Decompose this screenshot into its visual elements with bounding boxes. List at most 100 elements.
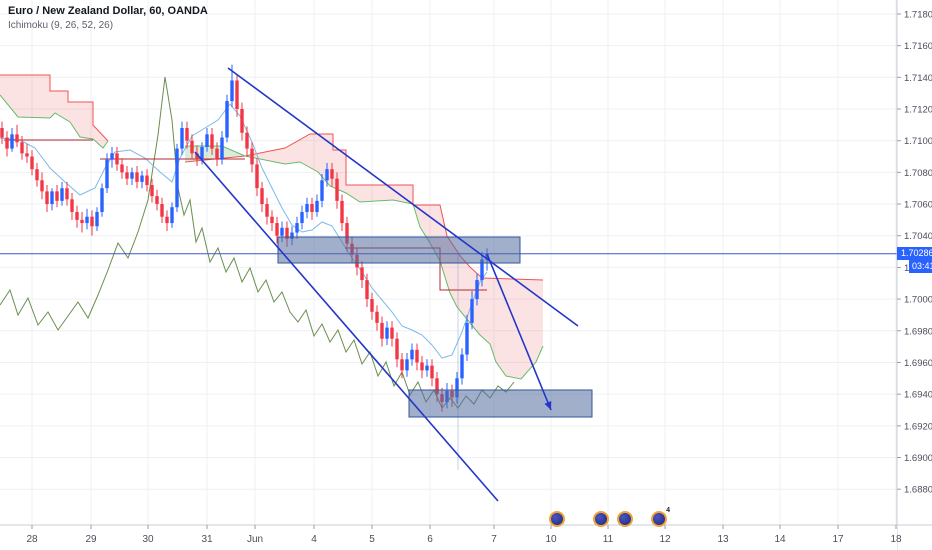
candle-body	[40, 180, 44, 192]
candle-body	[475, 280, 479, 300]
candle-body	[165, 216, 169, 224]
drawing-arrow-line[interactable]	[486, 253, 552, 411]
candle-body	[315, 200, 319, 212]
candle-body	[70, 199, 74, 212]
senkou-a-line	[0, 94, 109, 149]
candle-body	[410, 349, 414, 360]
candle-body	[385, 327, 389, 339]
candle-body	[115, 153, 119, 165]
event-nz-flag-icon[interactable]	[593, 511, 609, 527]
candle-body	[20, 142, 24, 154]
candle-body	[0, 128, 4, 138]
drawing-trendline[interactable]	[227, 67, 579, 327]
candle-body	[465, 322, 469, 355]
ichimoku-cloud-bear	[0, 75, 108, 148]
candle-body	[435, 378, 439, 395]
time-tick-label: 30	[142, 534, 154, 545]
event-nz-flag-icon[interactable]: 4	[651, 507, 670, 527]
drawing-arrow-head	[544, 401, 552, 410]
time-tick-label: 7	[491, 534, 497, 545]
candle-body	[60, 188, 64, 201]
candle-body	[45, 191, 49, 205]
bar-countdown-badge: 03:41	[909, 260, 932, 274]
senkou-b-line	[0, 74, 109, 142]
candle-body	[405, 359, 409, 371]
candle-body	[290, 232, 294, 239]
candle-body	[160, 204, 164, 217]
candle-body	[140, 175, 144, 182]
candle-body	[395, 338, 399, 360]
time-tick-label: 4	[311, 534, 317, 545]
candle-body	[460, 354, 464, 379]
candle-body	[305, 204, 309, 212]
candle-body	[300, 211, 304, 224]
candle-body	[255, 164, 259, 189]
time-tick-label: 5	[369, 534, 375, 545]
candle-body	[360, 267, 364, 281]
candle-body	[215, 148, 219, 160]
candle-body	[195, 153, 199, 160]
candle-body	[5, 137, 9, 149]
candle-body	[220, 137, 224, 160]
candle-body	[345, 223, 349, 244]
candle-body	[120, 164, 124, 173]
candle-body	[170, 207, 174, 224]
candle-body	[285, 227, 289, 239]
candle-body	[25, 153, 29, 157]
candle-body	[275, 223, 279, 236]
time-tick-label: 6	[427, 534, 433, 545]
candle-body	[55, 191, 59, 201]
candle-body	[175, 148, 179, 208]
price-tick-label: 1.71600	[904, 41, 932, 52]
time-axis[interactable]: 28 29 30 31 Jun 4 5 6 7 10 11 12 13 14 17 18	[0, 524, 932, 550]
price-axis-bg[interactable]	[897, 0, 932, 550]
candle-body	[205, 134, 209, 148]
price-tick-label: 1.70600	[904, 200, 932, 211]
candle-body	[270, 216, 274, 224]
candles	[0, 64, 489, 412]
candle-body	[130, 172, 134, 179]
candle-body	[335, 178, 339, 201]
drawing-zone-rect[interactable]	[277, 236, 521, 264]
price-tick-label: 1.71200	[904, 104, 932, 115]
drawing-zone-rect[interactable]	[408, 389, 593, 418]
time-tick-label: 12	[659, 534, 671, 545]
candle-body	[370, 299, 374, 312]
time-tick-label: 13	[717, 534, 729, 545]
candle-body	[390, 327, 394, 339]
candle-body	[340, 200, 344, 224]
candle-body	[400, 359, 404, 371]
drawing-trendline[interactable]	[194, 151, 499, 502]
candle-body	[90, 216, 94, 227]
candle-body	[380, 322, 384, 339]
senkou-a-line	[185, 145, 544, 380]
candle-body	[250, 148, 254, 165]
candle-body	[200, 147, 204, 160]
time-tick-label: 18	[890, 534, 902, 545]
price-tick-label: 1.71000	[904, 136, 932, 147]
event-eu-flag-icon[interactable]	[617, 511, 633, 527]
price-tick-label: 1.70400	[904, 231, 932, 242]
time-axis-bg[interactable]	[0, 525, 897, 550]
price-tick-label: 1.71800	[904, 9, 932, 20]
candle-body	[415, 349, 419, 363]
candle-body	[295, 223, 299, 233]
price-axis[interactable]: 1.71800 1.71600 1.71400 1.71200 1.71000 1.708…	[896, 0, 932, 550]
time-tick-label: 11	[603, 534, 614, 545]
candle-body	[150, 185, 154, 197]
candle-body	[30, 156, 34, 170]
time-tick-label: 10	[545, 534, 557, 545]
candle-body	[375, 311, 379, 323]
time-tick-label: 14	[774, 534, 786, 545]
candle-body	[50, 191, 54, 205]
ichimoku-cloud-bear	[245, 148, 285, 164]
candle-body	[235, 80, 239, 109]
candle-body	[180, 128, 184, 149]
candle-body	[145, 175, 149, 186]
plot-area	[0, 64, 544, 470]
candle-body	[240, 108, 244, 133]
event-nz-flag-icon[interactable]	[549, 511, 565, 527]
